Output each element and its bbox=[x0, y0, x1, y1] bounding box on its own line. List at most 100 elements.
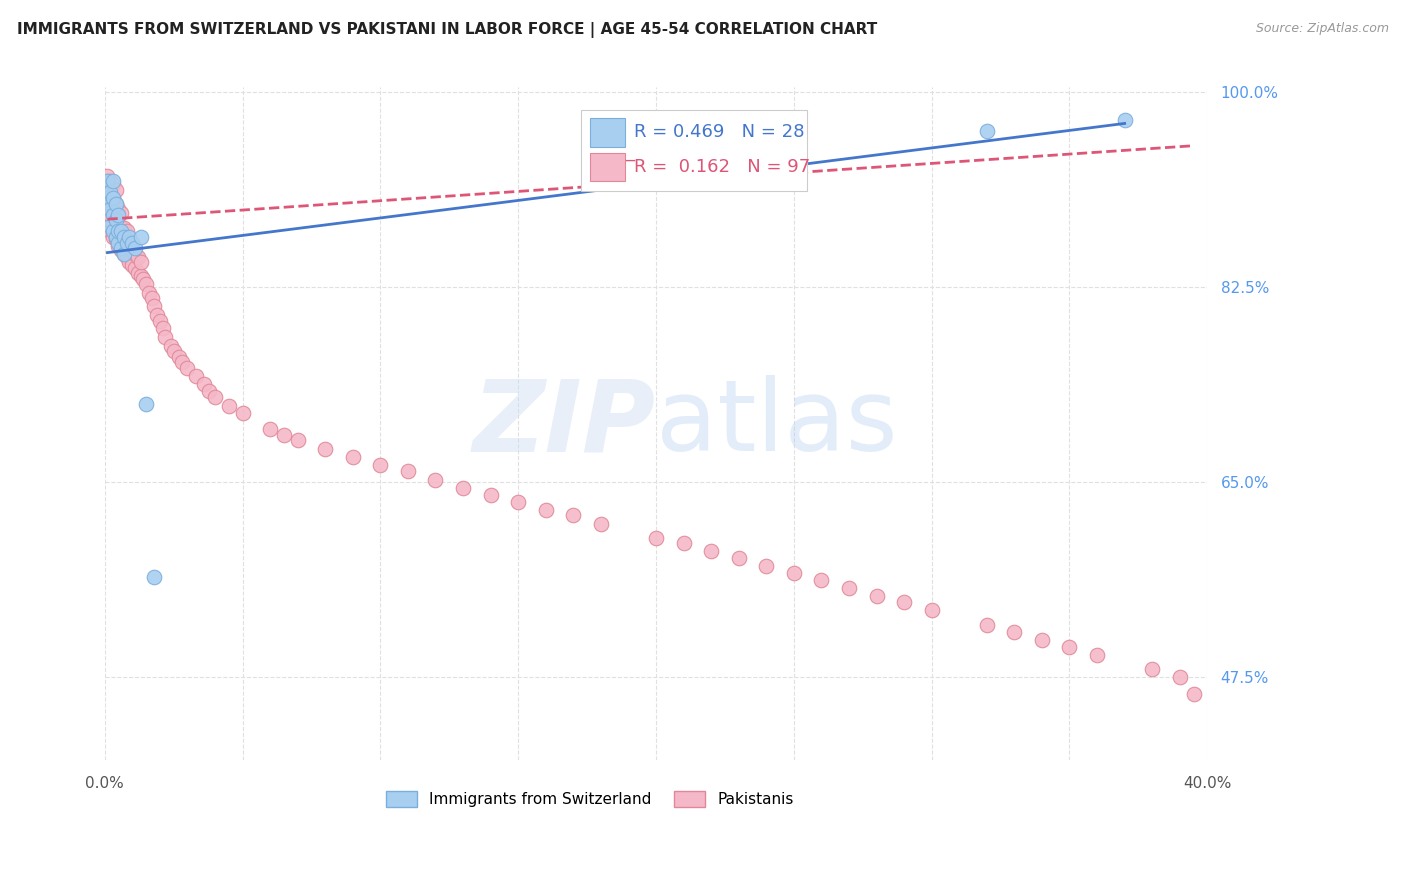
Point bbox=[107, 227, 129, 242]
Point bbox=[976, 124, 998, 138]
Point bbox=[143, 569, 166, 583]
Point bbox=[107, 235, 129, 250]
Point bbox=[104, 232, 127, 246]
Point bbox=[755, 558, 778, 573]
Point bbox=[98, 196, 121, 211]
Point bbox=[149, 313, 172, 327]
Point bbox=[810, 573, 832, 587]
Point bbox=[218, 399, 240, 413]
Point bbox=[110, 232, 132, 246]
Point bbox=[96, 202, 118, 217]
Point bbox=[1168, 670, 1191, 684]
Point bbox=[101, 230, 124, 244]
Point bbox=[98, 186, 121, 200]
Point bbox=[865, 589, 887, 603]
Point bbox=[342, 450, 364, 465]
Point bbox=[727, 550, 749, 565]
Point bbox=[1059, 640, 1081, 654]
Point bbox=[370, 458, 392, 473]
Point bbox=[101, 191, 124, 205]
Point bbox=[479, 488, 502, 502]
Point bbox=[141, 291, 163, 305]
Point bbox=[121, 258, 143, 272]
Text: R =  0.162   N = 97: R = 0.162 N = 97 bbox=[634, 158, 810, 177]
Point bbox=[110, 221, 132, 235]
Point bbox=[101, 191, 124, 205]
Point bbox=[101, 177, 124, 191]
Point bbox=[259, 421, 281, 435]
Point bbox=[146, 308, 169, 322]
Point bbox=[167, 351, 190, 365]
Point bbox=[118, 241, 141, 255]
Point bbox=[112, 246, 135, 260]
Legend: Immigrants from Switzerland, Pakistanis: Immigrants from Switzerland, Pakistanis bbox=[380, 785, 800, 814]
Point bbox=[112, 221, 135, 235]
Point bbox=[115, 250, 138, 264]
Point bbox=[135, 277, 157, 291]
Point bbox=[98, 219, 121, 233]
Point bbox=[155, 330, 177, 344]
Point bbox=[107, 224, 129, 238]
Point bbox=[135, 397, 157, 411]
Point bbox=[101, 224, 124, 238]
Point bbox=[101, 208, 124, 222]
Point bbox=[96, 219, 118, 233]
Point bbox=[176, 361, 198, 376]
Text: IMMIGRANTS FROM SWITZERLAND VS PAKISTANI IN LABOR FORCE | AGE 45-54 CORRELATION : IMMIGRANTS FROM SWITZERLAND VS PAKISTANI… bbox=[17, 22, 877, 38]
Point bbox=[115, 239, 138, 253]
Point bbox=[104, 196, 127, 211]
Point bbox=[96, 180, 118, 194]
Point bbox=[672, 536, 695, 550]
Text: Source: ZipAtlas.com: Source: ZipAtlas.com bbox=[1256, 22, 1389, 36]
Point bbox=[700, 544, 723, 558]
Point bbox=[143, 299, 166, 313]
Point bbox=[107, 208, 129, 222]
Point bbox=[107, 239, 129, 253]
Point bbox=[104, 196, 127, 211]
Point bbox=[98, 202, 121, 217]
Point bbox=[314, 442, 336, 456]
Point bbox=[98, 186, 121, 200]
Point bbox=[838, 581, 860, 595]
Point bbox=[138, 285, 160, 300]
Point bbox=[170, 355, 193, 369]
Point bbox=[1002, 625, 1025, 640]
Point bbox=[118, 254, 141, 268]
Point bbox=[160, 339, 183, 353]
Point bbox=[98, 224, 121, 238]
Bar bbox=[591, 153, 626, 181]
Point bbox=[112, 246, 135, 260]
Point bbox=[129, 268, 152, 283]
Text: R = 0.469   N = 28: R = 0.469 N = 28 bbox=[634, 123, 804, 142]
Point bbox=[204, 390, 226, 404]
Point bbox=[893, 595, 915, 609]
Point bbox=[129, 230, 152, 244]
Point bbox=[107, 217, 129, 231]
Point bbox=[783, 566, 806, 581]
Point bbox=[976, 617, 998, 632]
Point bbox=[184, 369, 207, 384]
Point bbox=[118, 230, 141, 244]
Text: atlas: atlas bbox=[657, 375, 897, 472]
Point bbox=[110, 224, 132, 238]
Point bbox=[96, 169, 118, 183]
Point bbox=[198, 384, 221, 398]
Point bbox=[101, 217, 124, 231]
Point bbox=[162, 343, 184, 358]
Bar bbox=[581, 111, 807, 191]
Point bbox=[1140, 662, 1163, 676]
Point bbox=[1182, 687, 1205, 701]
Point bbox=[110, 241, 132, 255]
Bar bbox=[591, 119, 626, 146]
Point bbox=[1085, 648, 1108, 662]
Point bbox=[562, 508, 585, 523]
Point bbox=[115, 235, 138, 250]
Point bbox=[451, 481, 474, 495]
Point bbox=[127, 250, 149, 264]
Point bbox=[124, 261, 146, 276]
Point bbox=[152, 321, 174, 335]
Point bbox=[129, 254, 152, 268]
Point bbox=[112, 230, 135, 244]
Point bbox=[104, 230, 127, 244]
Text: ZIP: ZIP bbox=[472, 375, 657, 472]
